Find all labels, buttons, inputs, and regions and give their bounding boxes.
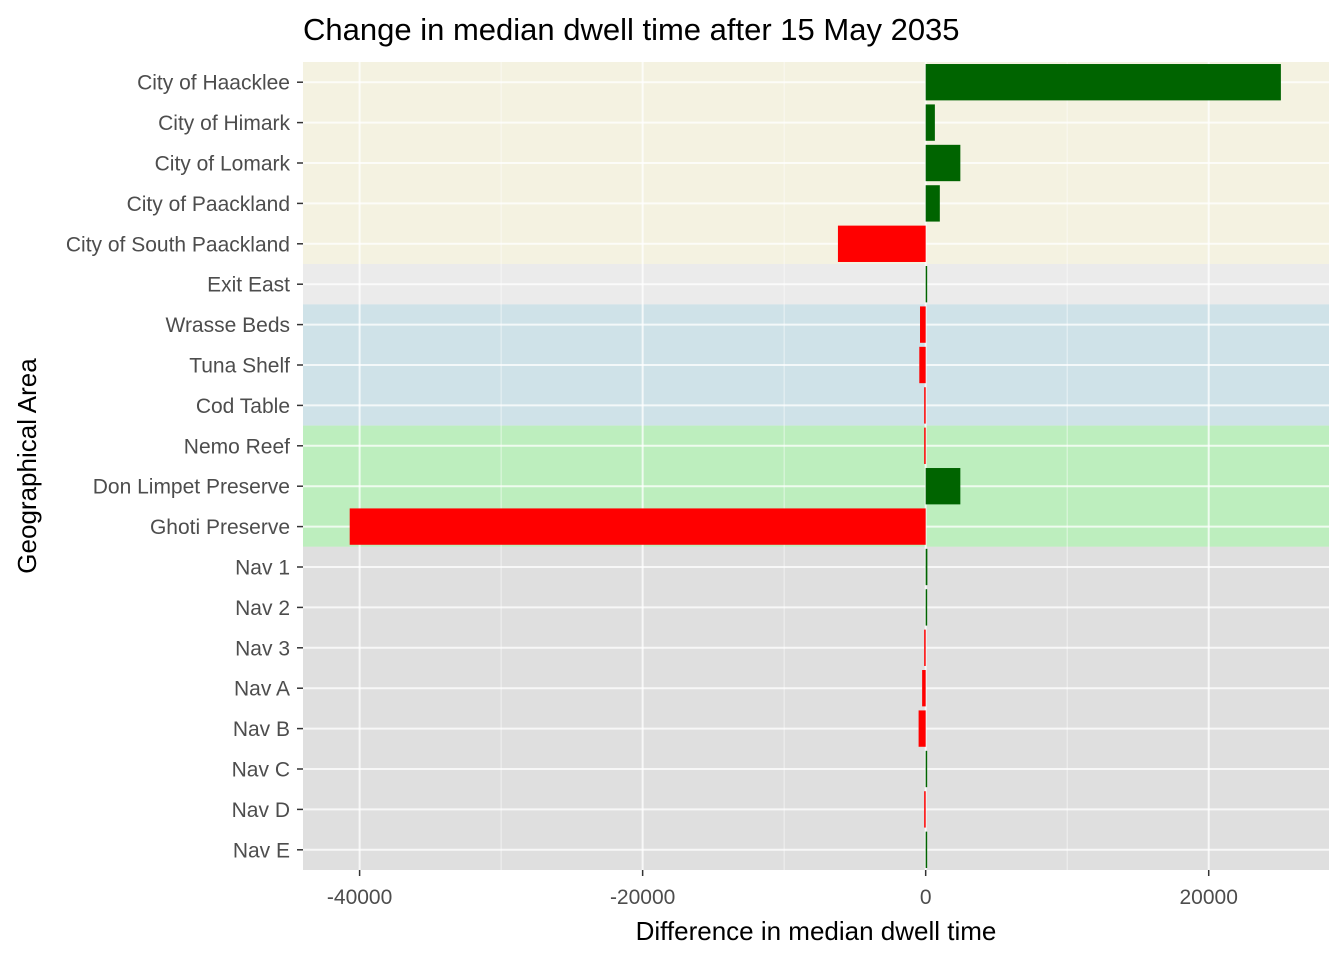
bar xyxy=(925,104,935,141)
y-tick-label: Exit East xyxy=(207,274,290,297)
bar xyxy=(924,791,926,828)
y-tick-label: Nav B xyxy=(233,718,290,741)
bar xyxy=(924,387,926,424)
bar xyxy=(925,750,928,788)
bar xyxy=(920,306,926,343)
y-tick-label: Nav E xyxy=(233,839,290,862)
x-tick-label: -20000 xyxy=(610,886,675,909)
bar xyxy=(925,266,928,303)
x-axis-title: Difference in median dwell time xyxy=(636,916,997,946)
y-tick-label: City of Himark xyxy=(158,112,290,135)
bar xyxy=(925,548,928,586)
y-axis-title: Geographical Area xyxy=(12,358,42,574)
bar xyxy=(837,225,926,262)
y-tick-label: Don Limpet Preserve xyxy=(93,476,290,499)
bar xyxy=(924,427,926,464)
y-tick-label: Nav 2 xyxy=(235,597,290,620)
bars xyxy=(349,64,1281,868)
y-tick-label: Cod Table xyxy=(196,395,290,418)
y-tick-label: Nav 1 xyxy=(235,557,290,580)
bar xyxy=(925,64,1281,101)
y-tick-label: City of Haacklee xyxy=(137,72,290,95)
band-4 xyxy=(303,546,1329,870)
bar xyxy=(922,670,926,707)
y-tick-label: Ghoti Preserve xyxy=(150,516,290,539)
x-tick-label: -40000 xyxy=(327,886,392,909)
y-tick-label: City of Lomark xyxy=(155,153,291,176)
category-bands xyxy=(303,62,1329,870)
bar xyxy=(925,185,940,222)
bar xyxy=(925,589,928,626)
bar xyxy=(925,144,961,182)
y-tick-label: Nav A xyxy=(234,678,290,701)
bar xyxy=(919,346,926,384)
bar xyxy=(349,508,926,545)
y-tick-label: Nav D xyxy=(232,799,290,822)
x-axis: -40000 -20000 0 20000 xyxy=(327,870,1238,909)
bar xyxy=(918,710,926,747)
y-tick-label: Nemo Reef xyxy=(184,435,290,458)
bar xyxy=(924,629,926,666)
x-tick-label: 0 xyxy=(920,886,932,909)
chart-title: Change in median dwell time after 15 May… xyxy=(303,12,960,47)
y-tick-label: Tuna Shelf xyxy=(189,355,290,378)
y-tick-label: Nav 3 xyxy=(235,637,290,660)
bar xyxy=(925,831,928,868)
x-tick-label: 20000 xyxy=(1180,886,1238,909)
y-tick-label: Nav C xyxy=(232,759,290,782)
y-axis: City of Haacklee City of Himark City of Lo… xyxy=(66,72,303,862)
y-tick-label: City of Paackland xyxy=(127,193,290,216)
y-tick-label: City of South Paackland xyxy=(66,233,290,256)
bar xyxy=(925,468,961,505)
y-tick-label: Wrasse Beds xyxy=(166,314,291,337)
